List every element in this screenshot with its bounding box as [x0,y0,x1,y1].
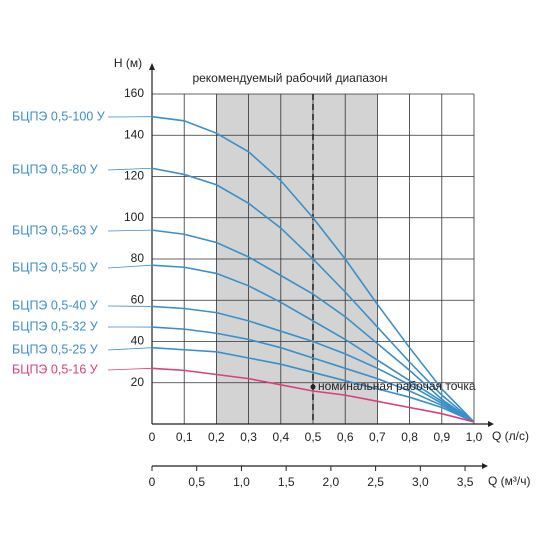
curve [151,264,475,423]
x2-tick-label: 3,0 [412,475,429,489]
annotation-point [310,384,316,390]
x2-axis-arrow [482,463,488,469]
x-tick-label: 0,2 [208,430,225,444]
y-tick-label: 60 [131,292,145,306]
x-tick-label: 0,5 [305,430,322,444]
x2-axis-label: Q (м³/ч) [488,474,531,488]
legend-label: БЦПЭ 0,5-100 У [12,109,105,123]
y-axis-label: H (м) [114,56,142,70]
legend-leader [107,347,153,351]
legend-label: БЦПЭ 0,5-32 У [12,319,98,333]
x-axis-arrow [488,421,494,427]
x-tick-label: 1,0 [466,430,483,444]
legend-label: БЦПЭ 0,5-80 У [12,162,98,176]
x2-tick-label: 0,5 [188,475,205,489]
annotation-text: номинальная рабочая точка [318,379,476,393]
legend-leader [107,167,153,171]
x2-tick-label: 3,5 [457,475,474,489]
curve [151,367,475,423]
x-tick-label: 0,1 [176,430,193,444]
legend-label: БЦПЭ 0,5-40 У [12,298,98,312]
curve [151,167,475,423]
x2-tick-label: 2,5 [367,475,384,489]
y-tick-label: 20 [131,375,145,389]
x2-tick-label: 1,5 [278,475,295,489]
chart-title: рекомендуемый рабочий диапазон [192,71,387,85]
legend-leader [107,367,153,371]
legend-label: БЦПЭ 0,5-63 У [12,223,98,237]
y-tick-label: 100 [124,210,144,224]
legend-label: БЦПЭ 0,5-50 У [12,260,98,274]
y-tick-label: 40 [131,334,145,348]
y-tick-label: 80 [131,251,145,265]
y-axis-arrow [149,63,155,70]
legend-leader [107,264,153,269]
legend-label: БЦПЭ 0,5-25 У [12,342,98,356]
curve [151,305,475,423]
x2-tick-label: 2,0 [323,475,340,489]
legend-leader [107,229,153,232]
x2-tick-label: 0 [149,475,156,489]
legend-label: БЦПЭ 0,5-16 У [12,362,98,376]
x2-tick-label: 1,0 [233,475,250,489]
y-tick-label: 120 [124,169,144,183]
curve [151,326,475,423]
curve [151,115,475,423]
y-tick-label: 140 [124,127,144,141]
curve [151,229,475,423]
x-tick-label: 0,4 [272,430,289,444]
x-tick-label: 0 [149,430,156,444]
x-axis-label: Q (л/с) [492,429,529,443]
curve [151,346,475,423]
x-tick-label: 0,6 [337,430,354,444]
x-tick-label: 0,7 [369,430,386,444]
x-tick-label: 0,9 [433,430,450,444]
x-tick-label: 0,3 [240,430,257,444]
x-tick-label: 0,8 [401,430,418,444]
y-tick-label: 160 [124,86,144,100]
